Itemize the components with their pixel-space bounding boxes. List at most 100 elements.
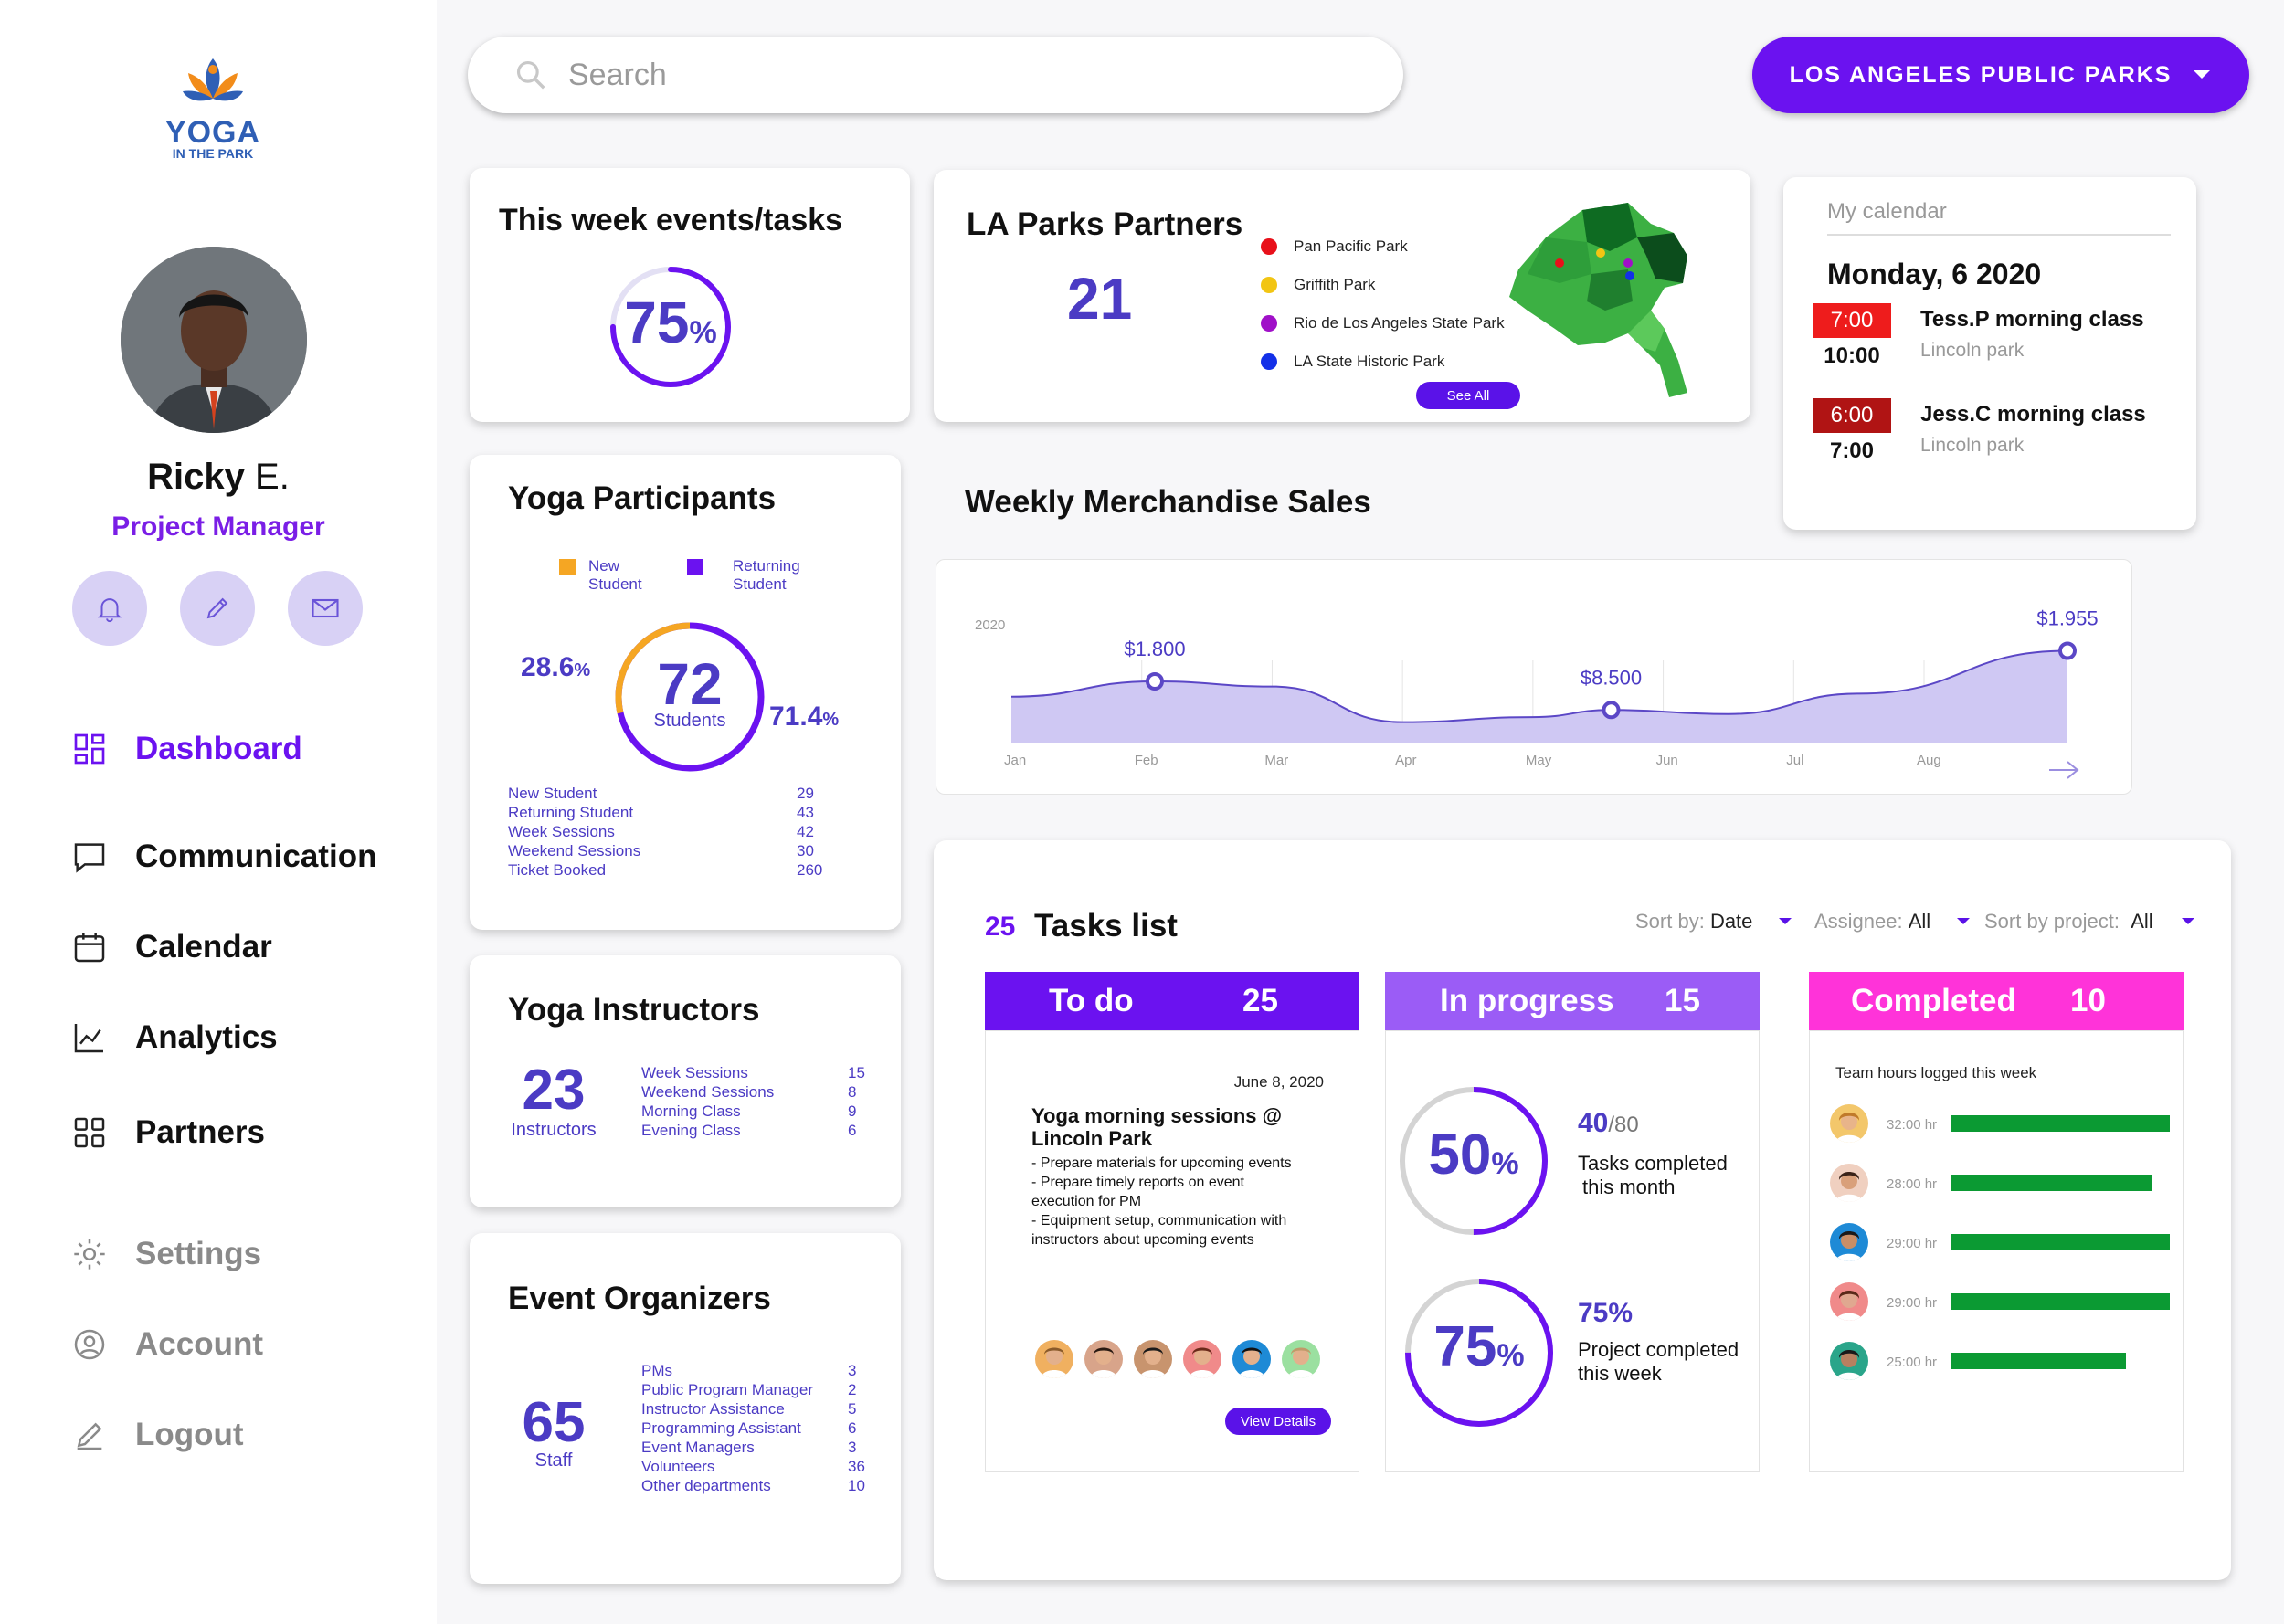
profile-avatar[interactable] — [121, 247, 307, 433]
nav-dashboard-label: Dashboard — [135, 731, 302, 766]
parks-map[interactable] — [1491, 183, 1729, 402]
team-member-avatar[interactable] — [1830, 1223, 1868, 1261]
stat-label: Other departments — [641, 1477, 771, 1494]
profile-role: Project Manager — [111, 511, 325, 542]
stat-label: Week Sessions — [641, 1064, 748, 1081]
tasks-progress-ring-fill — [1400, 1087, 1548, 1235]
team-member-hours-bar — [1951, 1115, 2170, 1132]
search-icon — [516, 60, 545, 90]
person-icon — [1835, 1350, 1863, 1380]
arrow-right-icon[interactable] — [2049, 761, 2079, 779]
search-input[interactable] — [568, 57, 1299, 93]
brand-logo[interactable]: YOGA IN THE PARK — [163, 51, 263, 165]
notifications-button[interactable] — [72, 571, 147, 646]
stat-value: 5 — [848, 1400, 857, 1418]
nav-logout[interactable]: Logout — [71, 1417, 244, 1453]
nav-analytics[interactable]: Analytics — [71, 1019, 278, 1056]
x-tick-label: Mar — [1264, 753, 1288, 768]
task-line: - Prepare materials for upcoming events — [1031, 1155, 1292, 1171]
sort-by-date-select[interactable]: Sort by: Date — [1635, 910, 1792, 933]
task-title: Yoga morning sessions @ Lincoln Park — [1031, 1104, 1282, 1150]
nav-settings[interactable]: Settings — [71, 1236, 261, 1272]
returning-percent: 71.4% — [769, 701, 839, 733]
in-progress-column-header[interactable]: In progress 15 — [1385, 972, 1760, 1030]
nav-partners[interactable]: Partners — [71, 1114, 265, 1151]
x-tick-label: Jun — [1656, 753, 1678, 768]
assignee-avatar[interactable] — [1282, 1340, 1320, 1378]
task-line: - Equipment setup, communication with — [1031, 1213, 1287, 1229]
organization-select[interactable]: LOS ANGELES PUBLIC PARKS — [1752, 37, 2249, 113]
partner-label: Pan Pacific Park — [1294, 237, 1408, 255]
event-location: Lincoln park — [1920, 340, 2025, 361]
partner-item[interactable]: LA State Historic Park — [1261, 353, 1444, 371]
assignee-avatar[interactable] — [1232, 1340, 1271, 1378]
team-member-avatar[interactable] — [1830, 1282, 1868, 1321]
caret-down-icon — [1957, 918, 1971, 924]
filter-value: All — [1908, 910, 1931, 933]
sales-chart[interactable]: 2020 Jan Feb Mar Apr May Jun Jul Aug $1.800 $8.500… — [936, 560, 2133, 796]
filter-label: Assignee: — [1814, 910, 1903, 933]
week-events-percent-sign: % — [689, 315, 717, 350]
assignee-select[interactable]: Assignee: All — [1814, 910, 1971, 933]
apps-icon — [74, 1117, 105, 1148]
bell-icon — [97, 598, 122, 623]
chart-year-label: 2020 — [975, 617, 1005, 633]
assignee-avatar[interactable] — [1084, 1340, 1123, 1378]
sales-area-fill — [1011, 650, 2067, 743]
todo-column-header[interactable]: To do 25 — [985, 972, 1359, 1030]
assignee-avatar[interactable] — [1183, 1340, 1221, 1378]
team-member-hours-bar — [1951, 1234, 2170, 1250]
legend-label-1: Returning — [733, 557, 800, 575]
partner-label: Griffith Park — [1294, 276, 1376, 293]
week-events-card: This week events/tasks 75% — [470, 168, 910, 422]
see-all-button[interactable]: See All — [1416, 382, 1520, 409]
calendar-event[interactable]: 7:00 10:00 Tess.P morning class Lincoln … — [1813, 303, 2178, 385]
legend-swatch — [687, 559, 703, 575]
completed-column-header[interactable]: Completed 10 — [1809, 972, 2184, 1030]
stat-value: 15 — [848, 1064, 865, 1081]
partners-count: 21 — [1067, 266, 1133, 332]
stat-label: Morning Class — [641, 1102, 741, 1120]
nav-communication[interactable]: Communication — [71, 838, 376, 875]
search-bar[interactable] — [468, 37, 1403, 113]
nav-dashboard[interactable]: Dashboard — [71, 731, 302, 767]
instructors-count: 23 — [522, 1059, 586, 1122]
map-marker — [1625, 271, 1634, 280]
stat-label: Public Program Manager — [641, 1381, 814, 1398]
project-progress-value: 75% — [1578, 1298, 1634, 1328]
tasks-title: Tasks list — [1034, 908, 1178, 944]
partner-item[interactable]: Griffith Park — [1261, 276, 1375, 294]
participants-stats-labels: New Student Returning Student Week Sessi… — [508, 784, 640, 880]
team-member-hours-bar — [1951, 1353, 2126, 1369]
caret-down-icon — [1779, 918, 1792, 924]
assignee-avatar[interactable] — [1035, 1340, 1073, 1378]
view-details-button[interactable]: View Details — [1225, 1408, 1331, 1435]
nav-account[interactable]: Account — [71, 1326, 263, 1363]
percent-sign: % — [822, 710, 840, 730]
team-member-avatar[interactable] — [1830, 1342, 1868, 1380]
donut-new-segment — [615, 622, 765, 772]
event-location: Lincoln park — [1920, 435, 2025, 456]
edit-profile-button[interactable] — [180, 571, 255, 646]
percent-sign: % — [574, 660, 591, 680]
week-events-ring-progress — [610, 267, 731, 387]
partner-item[interactable]: Pan Pacific Park — [1261, 237, 1408, 256]
assignee-avatar[interactable] — [1134, 1340, 1172, 1378]
messages-button[interactable] — [288, 571, 363, 646]
partner-item[interactable]: Rio de Los Angeles State Park — [1261, 314, 1505, 332]
progress-value: 40 — [1578, 1108, 1609, 1138]
team-member-hours-bar — [1951, 1175, 2152, 1191]
lotus-icon — [183, 58, 243, 101]
organization-select-value: LOS ANGELES PUBLIC PARKS — [1789, 61, 2173, 88]
stat-value: 3 — [848, 1362, 857, 1379]
team-member-avatar[interactable] — [1830, 1104, 1868, 1143]
sort-by-project-select[interactable]: Sort by project: All — [1984, 910, 2195, 933]
logo-sub: IN THE PARK — [172, 146, 254, 161]
percent-sign: % — [1491, 1146, 1519, 1181]
sales-data-label: $1.800 — [1124, 638, 1185, 660]
person-icon — [1835, 1113, 1863, 1143]
partner-label: Rio de Los Angeles State Park — [1294, 314, 1505, 332]
calendar-event[interactable]: 6:00 7:00 Jess.C morning class Lincoln p… — [1813, 398, 2178, 480]
team-member-avatar[interactable] — [1830, 1164, 1868, 1202]
nav-calendar[interactable]: Calendar — [71, 929, 272, 965]
